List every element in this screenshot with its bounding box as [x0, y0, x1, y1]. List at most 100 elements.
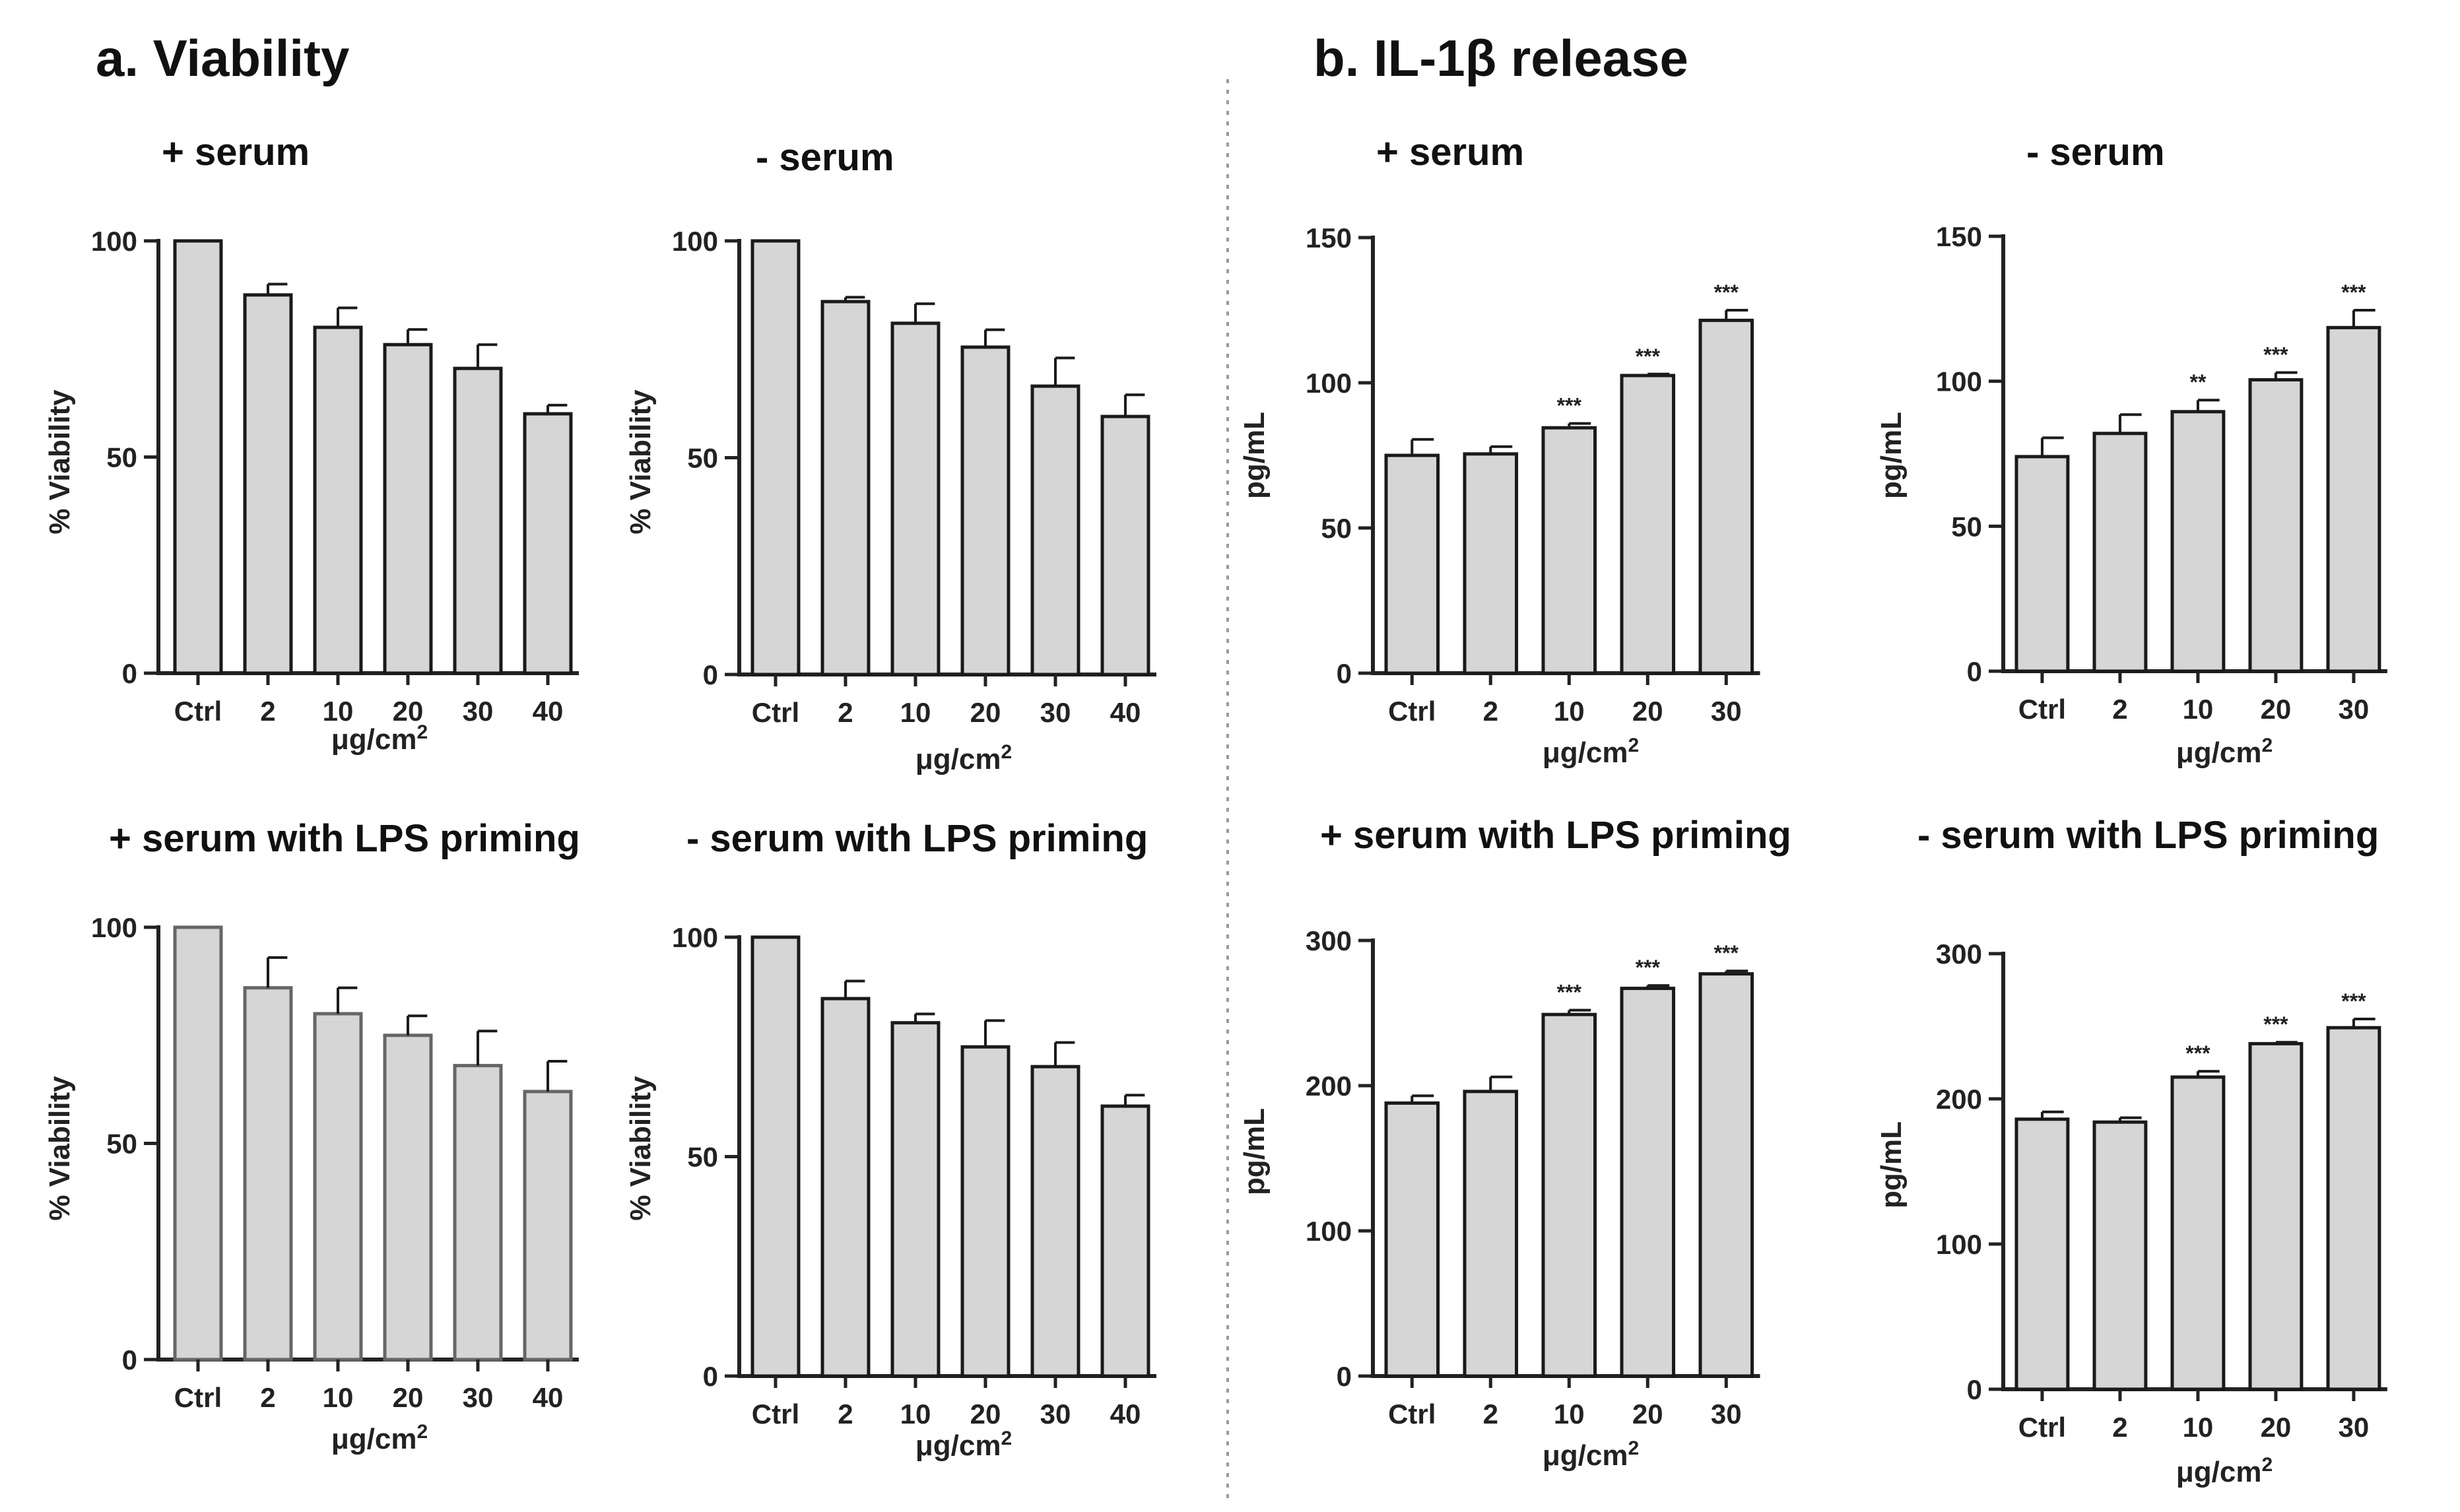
y-axis-label: pg/mL [1875, 1121, 1908, 1208]
bar-ctrl [750, 239, 801, 676]
significance-label: *** [1714, 941, 1739, 965]
bar-10 [1541, 426, 1597, 675]
x-tick-label: 20 [1632, 696, 1663, 727]
section-a-title: a. Viability [96, 29, 349, 87]
x-tick-label: 2 [1483, 1398, 1498, 1430]
bar-2 [2092, 432, 2148, 673]
x-tick-label: 10 [900, 1398, 931, 1430]
chart-il1b-plus-serum-lps: + serum with LPS priming 0 100 200 300 pg/mL C… [1238, 814, 1791, 1472]
chart-viability-plus-serum-lps: + serum with LPS priming 0 50 100 % Viabilit… [44, 817, 580, 1455]
bar-2 [1463, 452, 1519, 675]
x-tick-label: Ctrl [1388, 1398, 1436, 1430]
bar-2 [2092, 1120, 2148, 1391]
section-b-title: b. IL-1β release [1313, 29, 1688, 87]
y-tick-label: 100 [91, 912, 137, 943]
bar-20 [2248, 378, 2304, 673]
bar-40 [1100, 414, 1150, 676]
bar-40 [1100, 1104, 1150, 1378]
x-tick-label: Ctrl [752, 1398, 799, 1430]
x-tick-label: 30 [1040, 1398, 1071, 1430]
y-axis-label: pg/mL [1238, 1108, 1271, 1195]
y-tick-label: 100 [672, 226, 718, 257]
bar-30 [1698, 972, 1754, 1378]
x-axis-label: μg/cm2 [1543, 1437, 1639, 1472]
x-tick-label: 10 [2183, 1412, 2214, 1443]
chart-viability-minus-serum: - serum 0 50 100 % Viability Ctrl 2 10 20 30 40 μg/… [624, 136, 1156, 775]
x-tick-label: 10 [900, 697, 931, 728]
y-tick-label: 50 [1321, 513, 1352, 544]
y-tick-label: 200 [1306, 1070, 1352, 1101]
x-tick-label: 2 [2112, 1412, 2127, 1443]
y-axis-label: % Viability [44, 1076, 76, 1221]
x-tick-label: 20 [393, 1382, 424, 1413]
y-tick-label: 50 [687, 1142, 718, 1173]
chart-title: + serum with LPS priming [1320, 814, 1791, 857]
x-tick-label: 2 [260, 696, 275, 727]
x-tick-label: Ctrl [752, 697, 799, 728]
x-axis-label: μg/cm2 [915, 1428, 1012, 1462]
y-tick-label: 150 [1936, 221, 1982, 252]
x-tick-label: 2 [2112, 694, 2127, 725]
chart-il1b-minus-serum-lps: - serum with LPS priming 0 100 200 300 pg/mL C… [1875, 814, 2387, 1488]
bar-2 [243, 293, 293, 675]
x-tick-label: 30 [1711, 1398, 1742, 1430]
bar-30 [1030, 384, 1080, 676]
bar-ctrl [1384, 453, 1440, 675]
y-axis-label: % Viability [624, 389, 657, 535]
y-tick-label: 100 [1306, 1216, 1352, 1247]
x-axis-label: μg/cm2 [2176, 1454, 2273, 1488]
x-tick-label: 40 [533, 1382, 564, 1413]
y-axis-label: % Viability [44, 389, 76, 535]
x-axis-label: μg/cm2 [331, 721, 428, 756]
x-axis-label: μg/cm2 [2176, 735, 2273, 769]
bar-30 [453, 366, 503, 675]
significance-label: *** [1636, 956, 1661, 979]
bar-ctrl [2014, 1117, 2070, 1391]
y-tick-label: 50 [106, 442, 137, 473]
x-tick-label: Ctrl [174, 696, 222, 727]
y-tick-label: 300 [1936, 938, 1982, 970]
chart-viability-plus-serum: + serum 0 50 100 % Viability Ctrl 2 10 20 30 40 μg/… [44, 131, 579, 756]
y-tick-label: 0 [703, 659, 718, 690]
x-tick-label: Ctrl [1388, 696, 1436, 727]
bar-2 [1463, 1090, 1519, 1378]
bar-30 [1698, 318, 1754, 675]
y-axis-label: pg/mL [1875, 412, 1908, 499]
y-tick-label: 0 [1967, 1374, 1982, 1405]
x-tick-label: 20 [1632, 1398, 1663, 1430]
y-tick-label: 50 [106, 1129, 137, 1160]
bar-10 [890, 321, 941, 676]
y-tick-label: 0 [122, 658, 137, 689]
chart-title: + serum with LPS priming [109, 817, 580, 860]
x-axis-label: μg/cm2 [1543, 735, 1639, 769]
y-tick-label: 0 [1337, 658, 1352, 689]
bar-20 [383, 343, 433, 675]
significance-label: ** [2189, 370, 2206, 394]
chart-title: - serum with LPS priming [686, 817, 1148, 860]
chart-il1b-plus-serum: + serum 0 50 100 150 pg/mL Ctrl 2 10 *** 20 *** 30 **… [1238, 131, 1760, 769]
x-tick-label: 10 [2183, 694, 2214, 725]
bar-10 [313, 325, 363, 675]
chart-title: - serum with LPS priming [1917, 814, 2379, 857]
bar-ctrl [173, 925, 223, 1362]
x-tick-label: 20 [2261, 694, 2292, 725]
y-tick-label: 200 [1936, 1084, 1982, 1115]
y-tick-label: 100 [672, 922, 718, 953]
x-axis-label: μg/cm2 [915, 741, 1012, 775]
bar-2 [820, 300, 871, 676]
bar-30 [453, 1064, 503, 1362]
x-tick-label: 40 [1110, 697, 1141, 728]
bar-10 [2170, 410, 2226, 673]
y-tick-label: 100 [1306, 368, 1352, 399]
x-tick-label: 2 [838, 1398, 853, 1430]
y-tick-label: 0 [703, 1361, 718, 1392]
significance-label: *** [2263, 1012, 2288, 1036]
y-tick-label: 0 [122, 1344, 137, 1375]
significance-label: *** [1557, 394, 1582, 418]
y-tick-label: 300 [1306, 925, 1352, 956]
bar-30 [1030, 1065, 1080, 1378]
y-axis-label: pg/mL [1238, 412, 1271, 499]
y-tick-label: 50 [1951, 511, 1982, 542]
